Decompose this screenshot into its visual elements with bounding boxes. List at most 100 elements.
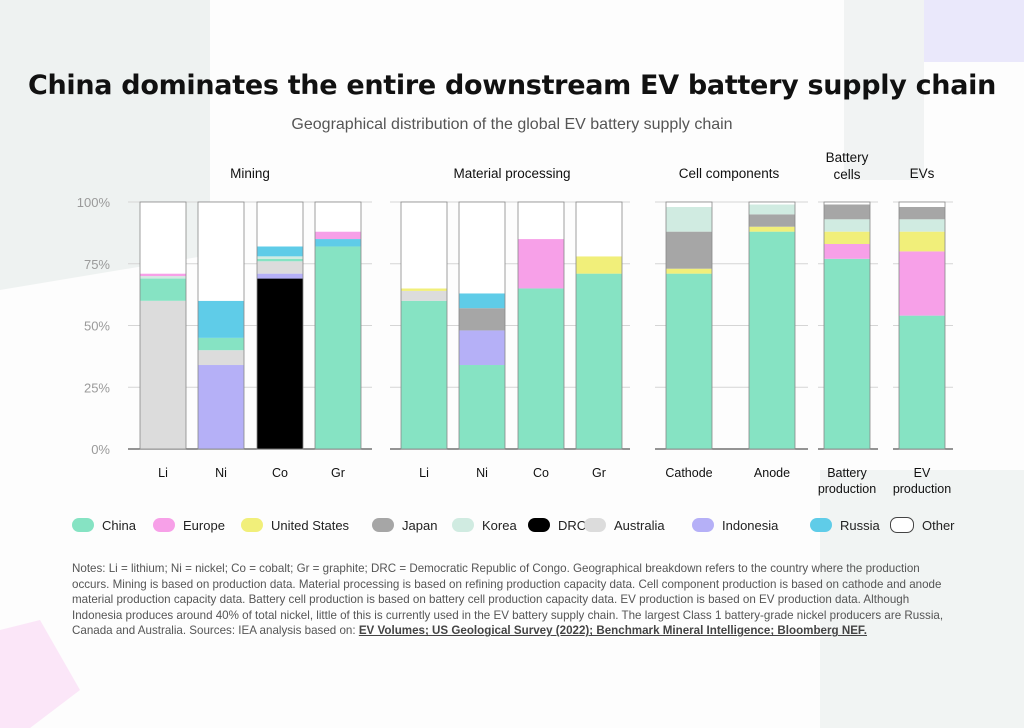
bar-segment-korea: [140, 276, 186, 279]
bar-outline: [400, 201, 448, 450]
legend-item-drc: DRC: [528, 515, 586, 535]
sources-link[interactable]: EV Volumes; US Geological Survey (2022);…: [358, 624, 867, 638]
bar-outline: [314, 201, 362, 450]
legend-swatch: [72, 518, 94, 532]
bar-segment-other: [401, 202, 447, 289]
legend-label: Russia: [840, 517, 880, 533]
y-tick-label: 25%: [84, 380, 110, 395]
bar-segment-korea: [824, 219, 870, 232]
legend-swatch: [372, 518, 394, 532]
bar-segment-other: [459, 202, 505, 294]
bar-segment-korea: [666, 206, 712, 232]
bar-segment-russia: [198, 300, 244, 338]
bar-segment-china: [749, 231, 795, 449]
legend-item-japan: Japan: [372, 515, 437, 535]
legend-item-china: China: [72, 515, 136, 535]
bar-segment-europe: [899, 251, 945, 316]
legend-label: Australia: [614, 517, 665, 533]
bar-segment-indonesia: [257, 273, 303, 279]
bar-segment-indonesia: [459, 330, 505, 366]
legend-item-korea: Korea: [452, 515, 517, 535]
legend-swatch: [810, 518, 832, 532]
legend-swatch: [528, 518, 550, 532]
bar-segment-japan: [824, 204, 870, 220]
legend-label: Other: [922, 517, 955, 533]
legend-label: United States: [271, 517, 350, 533]
panel-title: Cell components: [679, 166, 780, 181]
bar-segment-europe: [518, 239, 564, 289]
legend-swatch: [692, 518, 714, 532]
bar-segment-indonesia: [198, 365, 244, 449]
panel-title: EVs: [910, 166, 935, 181]
bar-segment-korea: [899, 219, 945, 232]
bar-segment-other: [140, 202, 186, 274]
y-tick-label: 100%: [77, 195, 111, 210]
bar-segment-russia: [459, 293, 505, 309]
x-tick-label: Gr: [592, 466, 606, 480]
y-tick-label: 75%: [84, 257, 110, 272]
bar-segment-china: [518, 288, 564, 449]
bar-outline: [823, 201, 871, 450]
x-tick-label: Li: [419, 466, 429, 480]
bar-outline: [197, 201, 245, 450]
bar-segment-china: [576, 273, 622, 449]
bar-segment-united-states: [666, 268, 712, 274]
legend-item-indonesia: Indonesia: [692, 515, 778, 535]
x-tick-label: EV production: [893, 466, 951, 496]
x-tick-label: Co: [533, 466, 549, 480]
bar-segment-other: [198, 202, 244, 301]
legend-label: DRC: [558, 517, 587, 533]
bar-outline: [665, 201, 713, 450]
bar-segment-australia: [198, 350, 244, 366]
bar-segment-united-states: [401, 288, 447, 291]
bar-segment-china: [257, 258, 303, 262]
bar-segment-united-states: [824, 231, 870, 244]
legend-label: Japan: [402, 517, 438, 533]
bar-segment-united-states: [576, 256, 622, 274]
notes-body: Notes: Li = lithium; Ni = nickel; Co = c…: [72, 562, 944, 638]
bar-segment-china: [824, 258, 870, 449]
legend-swatch: [584, 518, 606, 532]
legend-label: China: [102, 517, 136, 533]
bar-segment-russia: [257, 246, 303, 257]
bar-segment-europe: [315, 231, 361, 240]
legend-label: Europe: [183, 517, 225, 533]
bar-segment-japan: [899, 206, 945, 220]
bar-segment-japan: [666, 231, 712, 269]
bar-segment-china: [401, 300, 447, 449]
x-tick-label: Ni: [215, 466, 227, 480]
legend-swatch: [890, 517, 914, 533]
bar-segment-other: [315, 202, 361, 232]
bar-segment-china: [198, 337, 244, 351]
bar-segment-other: [899, 202, 945, 207]
legend-item-russia: Russia: [810, 515, 880, 535]
bar-segment-europe: [140, 273, 186, 277]
notes-text: Notes: Li = lithium; Ni = nickel; Co = c…: [72, 561, 952, 639]
y-tick-label: 50%: [84, 319, 110, 334]
x-tick-label: Gr: [331, 466, 345, 480]
panel-title: Battery cells: [826, 150, 869, 182]
x-tick-label: Anode: [754, 466, 790, 480]
bar-segment-united-states: [899, 231, 945, 252]
bar-segment-drc: [257, 278, 303, 449]
bar-segment-korea: [749, 204, 795, 215]
bar-outline: [139, 201, 187, 450]
x-tick-label: Co: [272, 466, 288, 480]
legend-label: Korea: [482, 517, 517, 533]
bar-outline: [458, 201, 506, 450]
x-tick-label: Cathode: [665, 466, 712, 480]
legend-label: Indonesia: [722, 517, 779, 533]
bar-segment-china: [666, 273, 712, 449]
bar-segment-other: [576, 202, 622, 257]
bar-segment-united-states: [749, 226, 795, 232]
legend-item-other: Other: [890, 515, 955, 535]
bar-segment-japan: [459, 308, 505, 331]
bar-segment-australia: [140, 300, 186, 449]
bar-segment-other: [749, 202, 795, 205]
x-tick-label: Battery production: [818, 466, 876, 496]
bar-outline: [898, 201, 946, 450]
bar-segment-japan: [749, 214, 795, 227]
bar-outline: [575, 201, 623, 450]
bar-outline: [256, 201, 304, 450]
bar-segment-china: [140, 278, 186, 301]
